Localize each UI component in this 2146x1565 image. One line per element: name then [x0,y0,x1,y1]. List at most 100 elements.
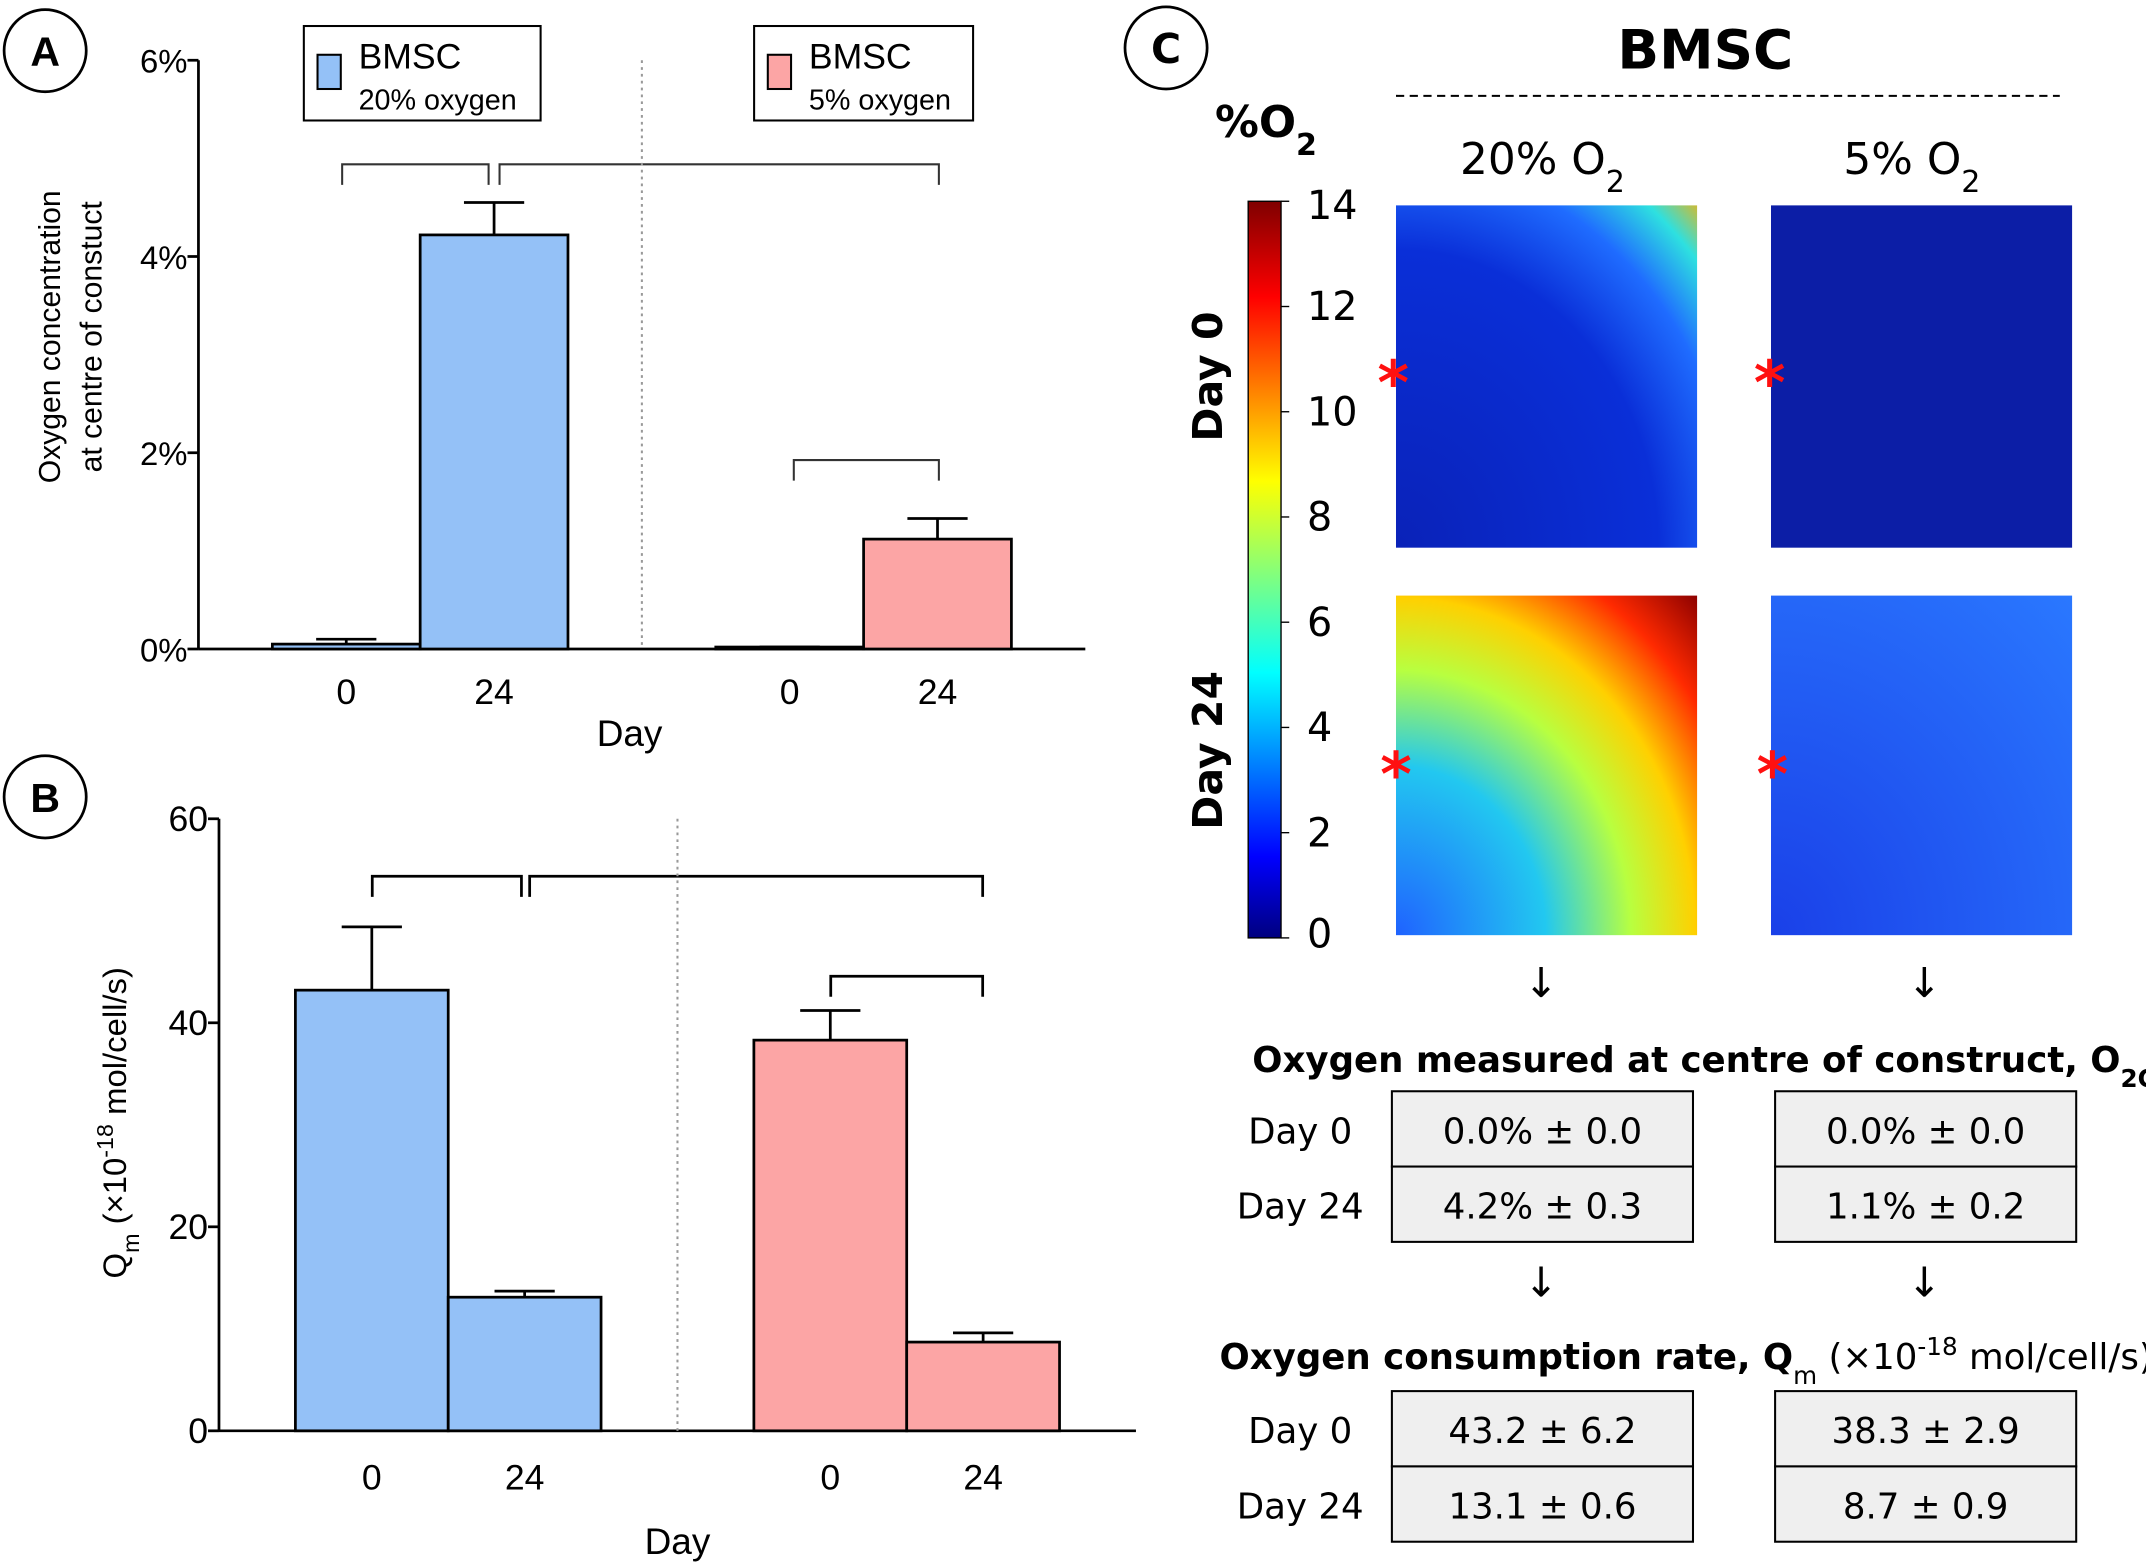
legend-swatch [316,53,342,91]
legend-name: BMSC [359,36,462,76]
panel-c-layout: * * * * ↓ ↓ ↓ ↓ [1247,94,2073,1307]
arrow: ↓ [1524,959,1558,1007]
y-tick-label: 0 [188,1411,208,1451]
heatmap [1395,595,1698,936]
table-row-label: Day 24 [1237,1486,1364,1527]
table-row-label: Day 0 [1248,1411,1352,1452]
legend-condition: 5% oxygen [809,85,951,117]
table-row-label: Day 0 [1248,1111,1352,1152]
x-tick-label: 0 [780,672,800,712]
heatmap [1770,205,2073,548]
colorbar-label: %O2 [1215,97,1317,163]
legend-box [302,24,542,122]
panel-label: A [30,29,60,75]
x-tick-label: 24 [474,672,514,712]
text-part: 2 [1296,127,1317,162]
row-label: Day 0 [1184,311,1232,441]
x-axis-label: Day [597,713,663,754]
panel-label-circle [2,754,88,840]
significance-bracket [829,974,985,997]
panel-label-circle [1123,5,1209,91]
y-tick-label: 4% [140,239,187,276]
asterisks: * * * * [1378,349,1789,811]
y-axis-label: at centre of constuct [75,201,108,473]
text-part: 2 [1606,164,1625,199]
significance-bracket [341,163,490,185]
significance-bracket [528,874,985,897]
y-tick-label: 6% [140,43,187,80]
text-part: m [1793,1361,1817,1390]
asterisk: * [1754,349,1785,419]
asterisk: * [1757,740,1788,810]
y-tick-label: 40 [168,1003,208,1043]
table-cell [1774,1165,2078,1243]
column-header: 20% O2 [1460,134,1625,200]
asterisk: * [1380,740,1411,810]
text-part: (×10 [1817,1337,1917,1378]
table-cell [1774,1465,2078,1543]
x-tick-label: 24 [505,1458,545,1498]
colorbar-tick-label: 10 [1307,389,1358,435]
bar [418,233,570,651]
table-cell-text: 43.2 ± 6.2 [1448,1411,1636,1452]
row-label: Day 24 [1184,671,1232,830]
x-tick-label: 0 [362,1458,382,1498]
bar [752,1038,909,1433]
colorbar [1247,200,1282,939]
table-cell [1390,1465,1695,1543]
legend-swatch [766,53,793,91]
table-cell [1390,1165,1695,1243]
table-cell [1390,1090,1695,1168]
colorbar-tick-label: 4 [1307,705,1332,751]
panel-label: C [1151,25,1181,73]
significance-brackets [341,163,985,997]
text-part: -18 [1917,1332,1957,1361]
table-heading: Oxygen consumption rate, Qm (×10-18 mol/… [1219,1332,2146,1390]
table-cell-text: 38.3 ± 2.9 [1832,1411,2020,1452]
x-tick-label: 0 [336,672,356,712]
bar [905,1340,1061,1433]
significance-bracket [498,163,940,185]
y-tick-label: 20 [168,1207,208,1247]
colorbar-tick-label: 0 [1307,911,1332,957]
table-cell-text: 4.2% ± 0.3 [1443,1187,1642,1228]
legend-condition: 20% oxygen [359,85,517,117]
bar [270,642,422,651]
text-part: mol/cell/s) [1958,1337,2146,1378]
text-part: %O [1215,97,1296,148]
table-row-label: Day 24 [1237,1187,1364,1228]
heatmap [1395,205,1698,548]
table-cell [1390,1390,1695,1468]
arrow: ↓ [1524,1259,1558,1307]
bar [446,1295,603,1433]
asterisk: * [1378,349,1409,419]
table-cell-text: 8.7 ± 0.9 [1843,1486,2009,1527]
bar [862,537,1013,651]
text-part: 5% O [1843,134,1961,185]
y-tick-label: 2% [140,435,187,472]
y-tick-label: 60 [168,799,208,839]
table-cell [1774,1390,2078,1468]
arrow: ↓ [1907,959,1941,1007]
text-part: 2 [1961,164,1980,199]
x-tick-label: 0 [820,1458,840,1498]
text-part: m [118,1233,144,1252]
text-part: 2C [2120,1064,2146,1093]
significance-bracket [792,459,940,481]
x-tick-label: 24 [963,1458,1003,1498]
arrows: ↓ ↓ ↓ ↓ [1524,959,1942,1307]
colorbar-tick-label: 12 [1307,284,1358,330]
text-part: Oxygen measured at centre of construct, … [1252,1040,2120,1081]
colorbar-tick-label: 14 [1307,183,1358,229]
text-part: -18 [92,1124,118,1158]
y-axis-label: Oxygen concentration [34,190,67,483]
text-part: Oxygen consumption rate, Q [1219,1337,1793,1378]
table-heading: Oxygen measured at centre of construct, … [1252,1040,2146,1093]
panel-label-circle [2,8,88,94]
table-cell-text: 1.1% ± 0.2 [1826,1187,2025,1228]
text-part: (×10 [96,1158,133,1234]
text-part: mol/cell/s) [96,967,133,1124]
x-tick-label: 24 [918,672,958,712]
